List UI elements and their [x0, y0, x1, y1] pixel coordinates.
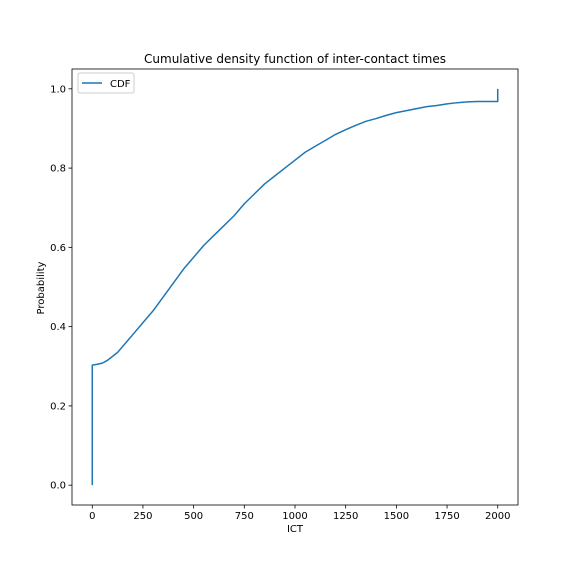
chart-title: Cumulative density function of inter-con…	[144, 52, 446, 66]
y-axis-ticks: 0.0 0.2 0.4 0.6 0.8 1.0	[50, 84, 72, 492]
x-tick-label: 500	[184, 511, 203, 522]
x-tick-label: 0	[89, 511, 95, 522]
y-tick-label: 0.8	[50, 164, 66, 175]
y-tick-label: 0.0	[50, 481, 66, 492]
y-tick-label: 0.2	[50, 401, 66, 412]
x-tick-label: 2000	[485, 511, 510, 522]
series-line-cdf	[91, 88, 499, 486]
legend: CDF	[77, 72, 135, 94]
plot-frame	[71, 68, 519, 506]
x-axis-ticks: 0 250 500 750 1000 1250 1500 1750 2000	[89, 505, 510, 522]
x-tick-label: 750	[235, 511, 254, 522]
x-axis-label: ICT	[287, 524, 304, 535]
y-tick-label: 1.0	[50, 84, 66, 95]
x-tick-label: 1250	[333, 511, 358, 522]
legend-label-cdf: CDF	[110, 79, 131, 90]
legend-box	[77, 72, 135, 94]
y-tick-label: 0.4	[50, 322, 66, 333]
y-tick-label: 0.6	[50, 243, 66, 254]
y-axis-label: Probability	[36, 261, 47, 314]
plot-area	[71, 68, 519, 506]
x-tick-label: 250	[133, 511, 152, 522]
x-tick-label: 1000	[282, 511, 307, 522]
x-tick-label: 1500	[384, 511, 409, 522]
x-tick-label: 1750	[434, 511, 459, 522]
